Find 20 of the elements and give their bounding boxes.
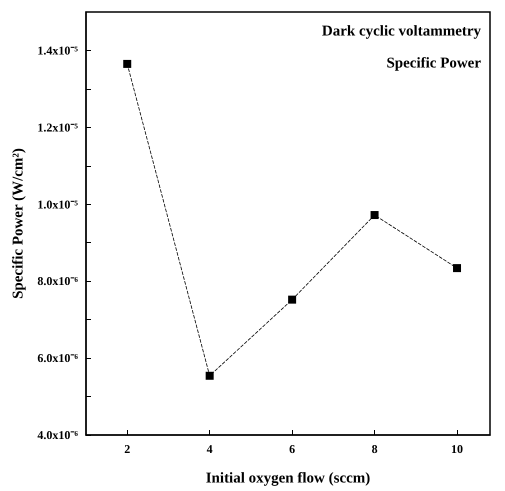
annotation: Specific Power <box>386 56 482 72</box>
y-tick-label: 1.0x10⁻⁵ <box>37 197 78 212</box>
y-axis-title: Specific Power (W/cm²) <box>10 148 26 299</box>
y-tick-label: 8.0x10⁻⁶ <box>37 274 78 288</box>
y-tick-label: 1.2x10⁻⁵ <box>37 120 78 134</box>
annotation: Dark cyclic voltammetry <box>322 24 482 40</box>
x-tick-label: 6 <box>289 442 296 456</box>
point <box>453 264 462 272</box>
x-tick-label: 2 <box>124 442 130 456</box>
y-tick-label: 4.0x10⁻⁶ <box>37 428 78 442</box>
point <box>288 296 296 304</box>
x-tick-label: 4 <box>206 442 213 456</box>
point <box>123 60 132 68</box>
y-tick-label: 1.4x10⁻⁵ <box>37 43 78 58</box>
x-tick-label: 10 <box>451 442 464 456</box>
point <box>206 372 214 380</box>
y-tick-label: 6.0x10⁻⁶ <box>37 351 78 366</box>
x-axis-title: Initial oxygen flow (sccm) <box>206 470 370 486</box>
point <box>370 211 379 220</box>
x-tick-label: 8 <box>372 442 378 456</box>
